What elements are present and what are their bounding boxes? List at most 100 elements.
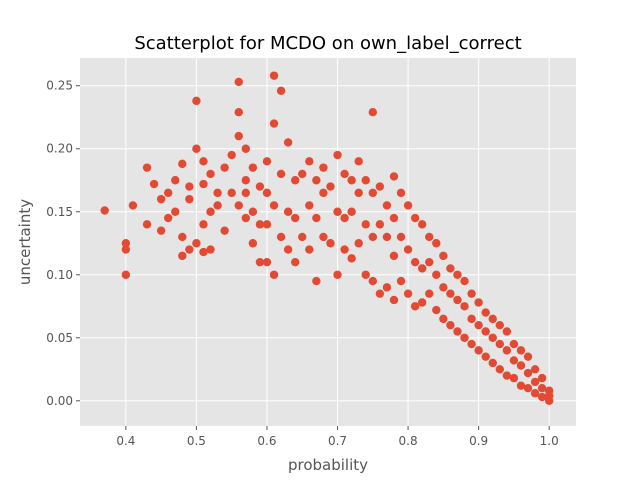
data-point xyxy=(290,213,300,223)
data-point xyxy=(425,289,434,298)
data-point xyxy=(432,270,441,279)
data-point xyxy=(446,264,455,273)
data-point xyxy=(368,232,378,242)
data-point xyxy=(234,131,243,141)
data-point xyxy=(319,232,328,242)
data-point xyxy=(382,232,392,242)
data-point xyxy=(361,270,370,279)
data-point xyxy=(530,377,540,387)
data-point xyxy=(495,339,505,349)
data-point xyxy=(453,327,462,336)
data-point xyxy=(354,157,363,166)
data-point xyxy=(509,356,519,365)
data-point xyxy=(305,245,314,254)
data-point xyxy=(396,276,406,286)
x-tick-label: 0.5 xyxy=(187,434,206,448)
data-point xyxy=(163,213,173,223)
data-point xyxy=(206,169,215,179)
data-point xyxy=(276,232,286,242)
data-point xyxy=(305,201,314,210)
data-point xyxy=(340,213,349,223)
data-point xyxy=(389,213,399,223)
data-point xyxy=(410,213,420,223)
data-point xyxy=(502,327,512,336)
data-point xyxy=(481,327,490,336)
data-point xyxy=(361,176,370,185)
data-point xyxy=(185,194,194,204)
data-point xyxy=(488,333,497,342)
data-point xyxy=(319,188,328,198)
chart-title: Scatterplot for MCDO on own_label_correc… xyxy=(134,33,521,54)
data-point xyxy=(178,232,187,242)
data-point xyxy=(382,201,392,210)
data-point xyxy=(530,389,540,398)
data-point xyxy=(361,220,370,229)
data-point xyxy=(333,150,342,160)
data-point xyxy=(347,207,356,216)
x-tick-label: 0.7 xyxy=(328,434,347,448)
data-point xyxy=(403,201,413,210)
data-point xyxy=(396,232,406,242)
data-point xyxy=(523,352,533,361)
data-point xyxy=(255,257,265,267)
data-point xyxy=(234,201,243,210)
data-point xyxy=(156,226,166,235)
data-point xyxy=(269,71,279,80)
data-point xyxy=(467,289,476,298)
data-point xyxy=(262,188,272,198)
data-point xyxy=(234,107,243,117)
data-point xyxy=(340,245,349,254)
data-point xyxy=(171,207,180,216)
data-point xyxy=(516,381,526,390)
data-point xyxy=(185,182,194,191)
data-point xyxy=(509,339,519,349)
data-point xyxy=(269,119,279,128)
x-tick-label: 0.8 xyxy=(399,434,418,448)
data-point xyxy=(213,201,222,210)
data-point xyxy=(262,157,272,166)
data-point xyxy=(333,270,342,279)
y-tick-label: 0.20 xyxy=(46,142,73,156)
data-point xyxy=(467,339,476,349)
data-point xyxy=(389,172,399,181)
x-tick-label: 0.9 xyxy=(469,434,488,448)
data-point xyxy=(227,150,236,160)
data-point xyxy=(516,361,526,370)
data-point xyxy=(432,305,441,315)
y-axis-label: uncertainty xyxy=(16,199,34,285)
y-tick-label: 0.25 xyxy=(46,79,73,93)
data-point xyxy=(213,188,222,198)
data-point xyxy=(502,371,512,380)
data-point xyxy=(375,289,385,298)
data-point xyxy=(425,257,434,267)
y-tick-label: 0.05 xyxy=(46,331,73,345)
data-point xyxy=(283,207,293,216)
data-point xyxy=(255,220,265,229)
data-point xyxy=(347,254,356,263)
data-point xyxy=(248,207,258,216)
data-point xyxy=(121,239,131,248)
data-point xyxy=(298,232,307,242)
data-point xyxy=(121,245,131,254)
data-point xyxy=(206,207,215,216)
data-point xyxy=(283,245,293,254)
data-point xyxy=(544,396,554,405)
data-point xyxy=(298,169,307,179)
data-point xyxy=(495,365,505,374)
data-point xyxy=(389,251,399,261)
data-point xyxy=(432,239,441,248)
data-point xyxy=(241,188,251,198)
data-point xyxy=(121,270,131,279)
data-point xyxy=(283,138,293,147)
data-point xyxy=(474,298,483,307)
data-point xyxy=(537,383,547,393)
data-point xyxy=(142,163,152,172)
y-tick-label: 0.00 xyxy=(46,394,73,408)
data-point xyxy=(509,373,519,383)
x-tick-label: 0.4 xyxy=(116,434,135,448)
data-point xyxy=(410,302,420,311)
axis-ticks: 0.4 0.5 0.6 0.7 0.8 0.9 1.0 0.00 0.05 0.10 0.15 0.2… xyxy=(46,79,558,448)
data-point xyxy=(523,368,533,378)
data-point xyxy=(481,352,490,361)
data-point xyxy=(199,157,208,166)
